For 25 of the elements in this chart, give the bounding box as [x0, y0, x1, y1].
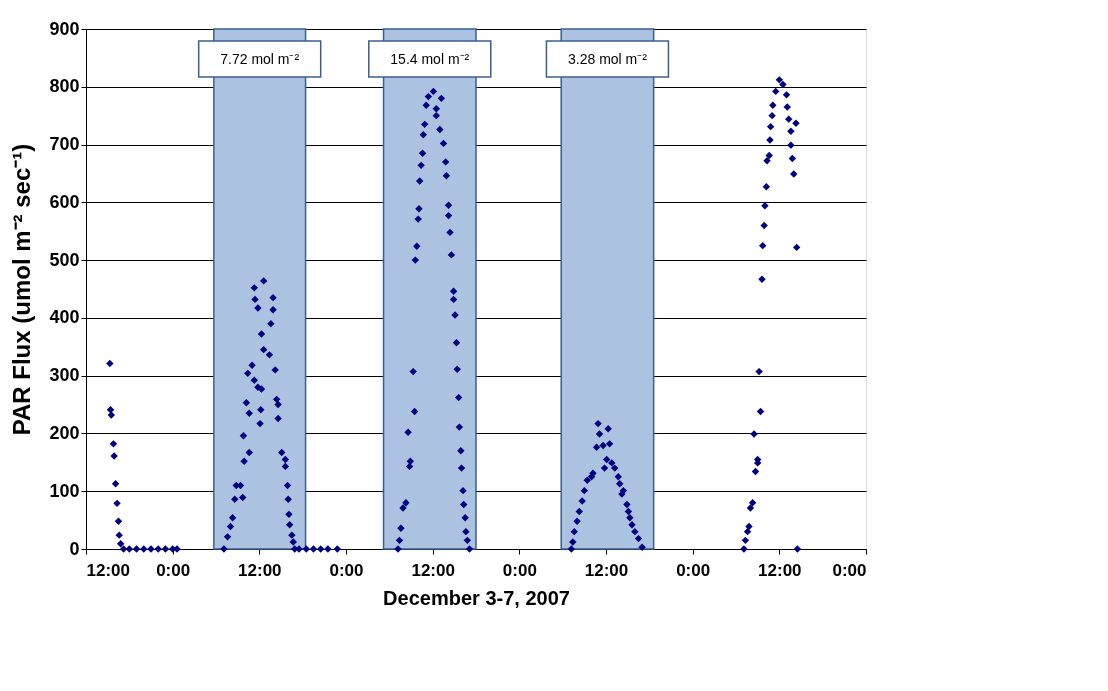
- y-tick-label: 500: [49, 249, 80, 270]
- x-tick-label: 12:00: [238, 560, 282, 580]
- y-tick-label: 900: [49, 18, 80, 39]
- y-tick-label: 100: [49, 480, 80, 501]
- y-tick-label: 300: [49, 365, 80, 386]
- x-tick-label: 12:00: [584, 560, 629, 580]
- y-tick-label: 400: [49, 307, 80, 328]
- x-tick-label: 12:00: [758, 560, 802, 580]
- x-tick-label: 0:00: [832, 560, 867, 580]
- x-tick-label: 0:00: [329, 560, 364, 580]
- y-tick-label: 600: [49, 191, 80, 212]
- band-label: 7.72 mol m⁻²: [220, 51, 300, 67]
- x-tick-label: 0:00: [676, 560, 711, 580]
- band-label: 3.28 mol m⁻²: [567, 51, 648, 67]
- x-axis-title: December 3-7, 2007: [383, 586, 570, 609]
- band-label: 15.4 mol m⁻²: [390, 51, 470, 67]
- y-axis-title: PAR Flux (umol m⁻² sec⁻¹): [8, 143, 36, 436]
- y-tick-label: 0: [69, 538, 80, 559]
- x-tick-label: 12:00: [86, 560, 130, 580]
- x-tick-label: 0:00: [156, 560, 191, 580]
- y-tick-label: 800: [49, 76, 80, 97]
- y-tick-label: 200: [49, 422, 80, 443]
- x-tick-label: 0:00: [502, 560, 537, 580]
- x-tick-label: 12:00: [411, 560, 455, 580]
- y-tick-label: 700: [49, 134, 80, 155]
